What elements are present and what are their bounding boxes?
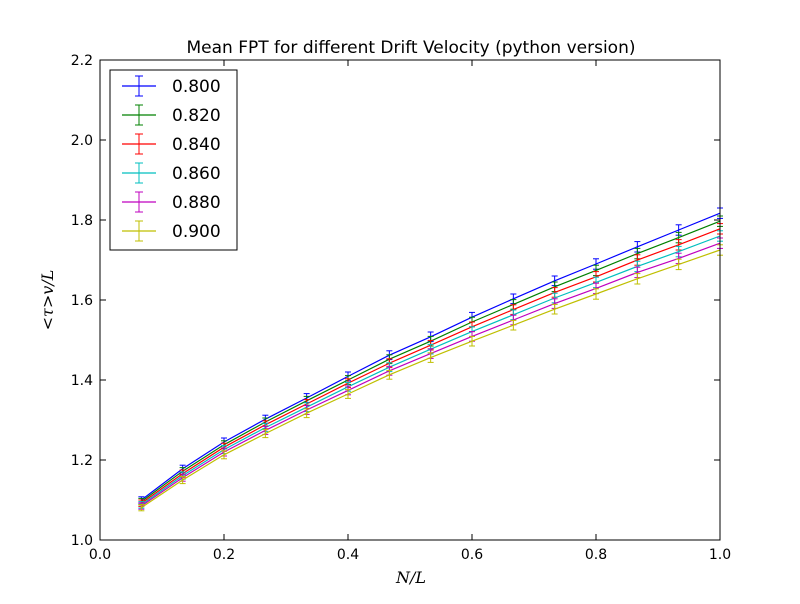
plot-area	[138, 207, 723, 512]
legend: 0.800 0.820 0.840 0.860 0.880 0.900	[109, 69, 238, 251]
legend-label: 0.880	[172, 193, 221, 213]
error-bar	[386, 369, 393, 380]
x-tick-label: 0.2	[213, 547, 235, 563]
error-bar	[551, 303, 558, 315]
legend-item-1: 0.820	[122, 104, 221, 126]
error-bar	[303, 408, 310, 419]
error-bar	[593, 288, 599, 300]
legend-label: 0.860	[172, 164, 221, 184]
error-bar	[510, 319, 517, 331]
legend-item-5: 0.900	[122, 220, 221, 242]
legend-label: 0.900	[172, 222, 221, 242]
x-tick-label: 0.0	[89, 547, 111, 563]
error-bar	[221, 450, 227, 460]
y-tick-label: 2.0	[71, 133, 93, 149]
legend-label: 0.840	[172, 135, 221, 155]
chart-title: Mean FPT for different Drift Velocity (p…	[187, 38, 636, 58]
legend-item-2: 0.840	[122, 133, 221, 155]
y-tick-label: 1.0	[71, 533, 93, 549]
error-bar	[179, 475, 186, 485]
error-bar	[345, 389, 351, 399]
error-bar	[138, 503, 145, 512]
error-bar	[675, 258, 682, 271]
legend-box	[109, 69, 238, 251]
x-tick-label: 1.0	[709, 547, 731, 563]
y-tick-label: 1.6	[71, 293, 93, 309]
x-tick-label: 0.6	[461, 547, 483, 563]
y-tick-label: 1.4	[71, 373, 93, 389]
error-bar	[469, 335, 475, 347]
error-bar	[427, 352, 434, 363]
x-axis-label: N/L	[395, 568, 426, 587]
y-tick-label: 1.2	[71, 453, 93, 469]
axis-ticks: 0.0 0.2 0.4 0.6 0.8 1.0 1.0 1.2 1.4 1.6 1.8 2.0 2.2	[71, 53, 731, 563]
legend-item-0: 0.800	[122, 75, 221, 97]
x-tick-label: 0.8	[585, 547, 607, 563]
legend-label: 0.800	[172, 77, 221, 97]
x-tick-label: 0.4	[337, 547, 359, 563]
legend-label: 0.820	[172, 106, 221, 126]
y-tick-label: 2.2	[71, 53, 93, 69]
y-axis-label: <τ>v/L	[38, 270, 57, 331]
legend-item-4: 0.880	[122, 191, 221, 213]
legend-item-3: 0.860	[122, 162, 221, 184]
y-tick-label: 1.8	[71, 213, 93, 229]
error-bar	[634, 273, 641, 285]
error-bar	[262, 429, 269, 439]
